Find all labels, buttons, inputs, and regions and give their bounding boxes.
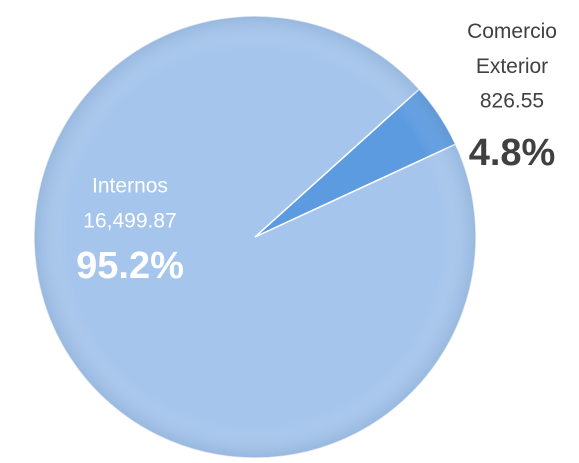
- value-label: 16,499.87: [83, 210, 176, 233]
- percent-label: 4.8%: [469, 132, 556, 174]
- value-label: 826.55: [480, 90, 544, 113]
- pie: [33, 15, 477, 459]
- pie-slice: [33, 15, 477, 459]
- label-comercio: Comercio Exterior 826.55 4.8%: [467, 20, 557, 174]
- category-label: Internos: [92, 175, 168, 198]
- label-internos: Internos 16,499.87 95.2%: [76, 175, 184, 287]
- percent-label: 95.2%: [76, 245, 184, 287]
- category-label: Comercio Exterior: [467, 20, 557, 78]
